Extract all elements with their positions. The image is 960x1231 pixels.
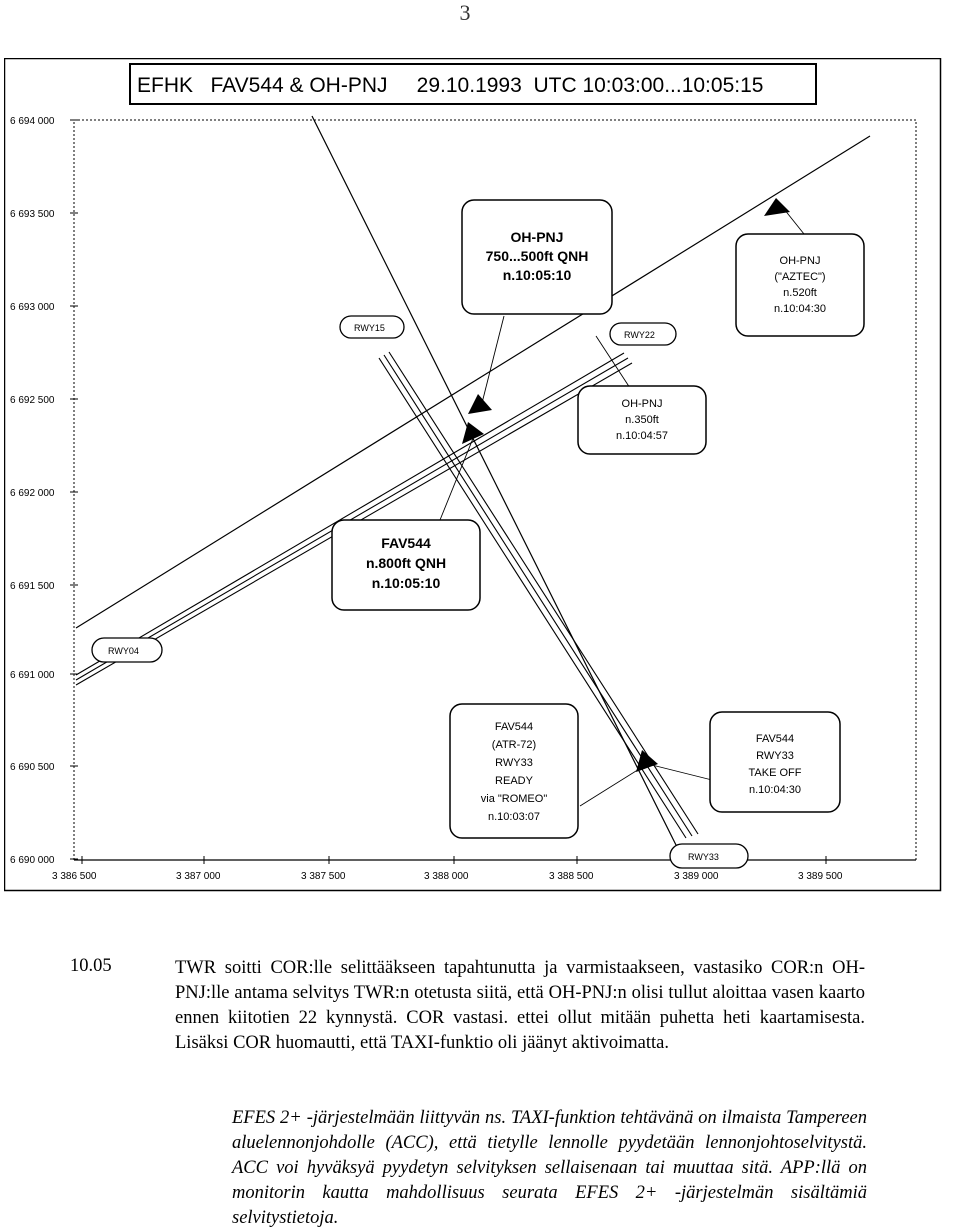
y-tick-label: 6 692 000 <box>10 488 55 499</box>
x-axis: 3 386 500 3 387 000 3 387 500 3 388 000 … <box>52 871 843 882</box>
y-tick-label: 6 691 500 <box>10 581 55 592</box>
svg-text:OH-PNJ: OH-PNJ <box>780 255 821 267</box>
callout-ohpnj-750: OH-PNJ 750...500ft QNH n.10:05:10 <box>461 199 613 315</box>
svg-text:RWY33: RWY33 <box>756 750 794 762</box>
svg-text:RWY33: RWY33 <box>495 757 533 769</box>
svg-text:FAV544: FAV544 <box>381 535 431 551</box>
svg-text:n.10:04:57: n.10:04:57 <box>616 430 668 442</box>
paragraph-text: TWR soitti COR:lle selittääkseen tapahtu… <box>175 958 865 1053</box>
rwy04-label <box>91 637 163 663</box>
aircraft-marker-icon <box>636 750 658 772</box>
y-tick-label: 6 693 500 <box>10 209 55 220</box>
callout-ohpnj-aztec: OH-PNJ ("AZTEC") n.520ft n.10:04:30 <box>735 233 865 337</box>
y-tick-label: 6 691 000 <box>10 670 55 681</box>
rwy33-text: RWY33 <box>688 852 719 862</box>
y-tick-label: 6 692 500 <box>10 395 55 406</box>
callout-ohpnj-350: OH-PNJ n.350ft n.10:04:57 <box>577 385 707 455</box>
callout-fav544-800: FAV544 n.800ft QNH n.10:05:10 <box>331 519 481 611</box>
y-tick-label: 6 690 500 <box>10 762 55 773</box>
x-tick-label: 3 387 000 <box>176 871 221 882</box>
rwy33-label <box>669 843 749 869</box>
page-number: 3 <box>459 0 471 25</box>
svg-text:n.800ft QNH: n.800ft QNH <box>366 555 446 571</box>
svg-text:n.10:04:30: n.10:04:30 <box>749 784 801 796</box>
y-tick-label: 6 690 000 <box>10 855 55 866</box>
track-ohpnj <box>75 135 871 629</box>
aircraft-marker-icon <box>468 394 492 414</box>
x-tick-label: 3 387 500 <box>301 871 346 882</box>
y-tick-label: 6 693 000 <box>10 302 55 313</box>
svg-text:n.10:04:30: n.10:04:30 <box>774 303 826 315</box>
figure-title-box <box>129 63 817 105</box>
figure-title: EFHK FAV544 & OH-PNJ 29.10.1993 UTC 10:0… <box>137 74 763 97</box>
aircraft-marker-icon <box>462 422 484 444</box>
callout-fav544-ready: FAV544 (ATR-72) RWY33 READY via "ROMEO" … <box>449 703 579 839</box>
x-tick-label: 3 389 000 <box>674 871 719 882</box>
plot-area <box>73 119 917 861</box>
svg-text:OH-PNJ: OH-PNJ <box>622 398 663 410</box>
rwy22-label <box>609 322 677 346</box>
track-fav544 <box>311 115 681 854</box>
svg-text:n.10:05:10: n.10:05:10 <box>372 575 441 591</box>
svg-text:FAV544: FAV544 <box>756 733 794 745</box>
svg-text:n.10:03:07: n.10:03:07 <box>488 811 540 823</box>
svg-text:TAKE OFF: TAKE OFF <box>749 767 802 779</box>
paragraph-number: 10.05 <box>70 956 112 976</box>
aircraft-marker-icon <box>764 198 790 216</box>
svg-text:n.350ft: n.350ft <box>625 414 659 426</box>
svg-text:n.10:05:10: n.10:05:10 <box>503 267 572 283</box>
x-tick-label: 3 386 500 <box>52 871 97 882</box>
svg-text:via "ROMEO": via "ROMEO" <box>481 793 548 805</box>
note-text: EFES 2+ -järjestelmään liittyvän ns. TAX… <box>232 1108 867 1228</box>
svg-text:OH-PNJ: OH-PNJ <box>511 229 564 245</box>
radar-track-figure: EFHK FAV544 & OH-PNJ 29.10.1993 UTC 10:0… <box>4 58 942 892</box>
svg-text:("AZTEC"): ("AZTEC") <box>774 271 825 283</box>
rwy22-text: RWY22 <box>624 330 655 340</box>
y-tick-label: 6 694 000 <box>10 116 55 127</box>
y-axis: 6 694 000 6 693 500 6 693 000 6 692 500 … <box>10 116 55 866</box>
svg-text:n.520ft: n.520ft <box>783 287 817 299</box>
rwy15-text: RWY15 <box>354 323 385 333</box>
x-tick-label: 3 389 500 <box>798 871 843 882</box>
svg-text:(ATR-72): (ATR-72) <box>492 739 536 751</box>
svg-text:750...500ft QNH: 750...500ft QNH <box>486 248 589 264</box>
rwy04-text: RWY04 <box>108 646 139 656</box>
svg-text:READY: READY <box>495 775 534 787</box>
rwy15-label <box>339 315 405 339</box>
svg-text:FAV544: FAV544 <box>495 721 533 733</box>
callout-fav544-takeoff: FAV544 RWY33 TAKE OFF n.10:04:30 <box>709 711 841 813</box>
x-tick-label: 3 388 000 <box>424 871 469 882</box>
x-tick-label: 3 388 500 <box>549 871 594 882</box>
